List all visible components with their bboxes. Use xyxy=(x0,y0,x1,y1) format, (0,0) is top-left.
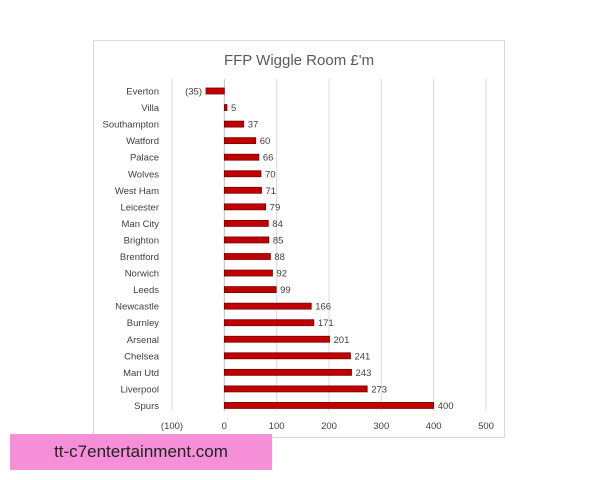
gridlines xyxy=(171,79,487,411)
bar xyxy=(223,269,273,277)
bar xyxy=(223,170,262,178)
x-tick-label: 0 xyxy=(222,421,227,432)
bar xyxy=(223,120,245,128)
value-label: 84 xyxy=(272,219,283,230)
category-label: Chelsea xyxy=(124,351,160,362)
value-label: 60 xyxy=(260,136,271,147)
x-tick-label: 100 xyxy=(269,421,285,432)
category-label: Villa xyxy=(141,103,159,114)
value-label: 88 xyxy=(274,252,285,263)
bar xyxy=(223,385,368,393)
bar xyxy=(223,302,312,310)
chart-container: FFP Wiggle Room £'m Everton Villa Southamp… xyxy=(93,40,505,438)
category-label: Spurs xyxy=(134,401,159,412)
value-label: 166 xyxy=(315,302,331,313)
x-tick-label: 200 xyxy=(321,421,337,432)
bar-chart: FFP Wiggle Room £'m Everton Villa Southamp… xyxy=(102,52,494,432)
category-label: Norwich xyxy=(125,269,159,280)
category-label: Brentford xyxy=(120,252,159,263)
value-label: 37 xyxy=(248,120,259,131)
category-label: Newcastle xyxy=(115,302,159,313)
value-label: 400 xyxy=(438,401,454,412)
bar xyxy=(223,137,257,145)
bar xyxy=(223,153,260,161)
category-label: Liverpool xyxy=(120,384,159,395)
x-axis-ticks: (100) 0 100 200 300 400 500 xyxy=(161,421,494,432)
category-label: Man City xyxy=(122,219,160,230)
value-label: 70 xyxy=(265,169,276,180)
value-label: 79 xyxy=(270,202,281,213)
category-label: Arsenal xyxy=(127,335,159,346)
value-label: 273 xyxy=(371,384,387,395)
bar xyxy=(223,286,277,294)
bar xyxy=(223,319,315,327)
bar xyxy=(205,87,225,95)
bars xyxy=(205,87,435,409)
bar xyxy=(223,104,228,111)
value-label: 241 xyxy=(354,351,370,362)
category-label: West Ham xyxy=(115,186,159,197)
bar xyxy=(223,186,262,194)
value-label: 243 xyxy=(356,368,372,379)
value-label: 71 xyxy=(265,186,276,197)
category-label: Leicester xyxy=(120,202,159,213)
value-label: 99 xyxy=(280,285,291,296)
value-label: 5 xyxy=(231,103,236,114)
bar xyxy=(223,352,351,360)
category-label: Brighton xyxy=(124,235,159,246)
category-labels: Everton Villa Southampton Watford Palace Wolv… xyxy=(102,87,159,412)
category-label: Palace xyxy=(130,153,159,164)
bar xyxy=(223,253,271,260)
watermark-banner: tt-c7entertainment.com xyxy=(10,434,272,470)
category-label: Wolves xyxy=(128,169,159,180)
category-label: Southampton xyxy=(102,120,159,131)
chart-title: FFP Wiggle Room £'m xyxy=(224,52,374,69)
value-label: 201 xyxy=(334,335,350,346)
category-label: Leeds xyxy=(133,285,159,296)
category-label: Burnley xyxy=(127,318,159,329)
x-tick-label: 400 xyxy=(426,421,442,432)
bar xyxy=(223,203,267,211)
value-label: 171 xyxy=(318,318,334,329)
bar xyxy=(223,219,269,227)
value-label: (35) xyxy=(185,87,202,98)
value-label: 66 xyxy=(263,153,274,164)
bar xyxy=(223,402,435,409)
bar xyxy=(223,335,330,343)
category-label: Man Utd xyxy=(123,368,159,379)
category-label: Everton xyxy=(126,87,159,98)
x-tick-label: 500 xyxy=(478,421,494,432)
bar xyxy=(223,236,270,244)
x-tick-label: 300 xyxy=(373,421,389,432)
x-tick-label: (100) xyxy=(161,421,183,432)
bar xyxy=(223,368,352,376)
value-label: 92 xyxy=(276,269,287,280)
value-label: 85 xyxy=(273,235,284,246)
category-label: Watford xyxy=(126,136,159,147)
